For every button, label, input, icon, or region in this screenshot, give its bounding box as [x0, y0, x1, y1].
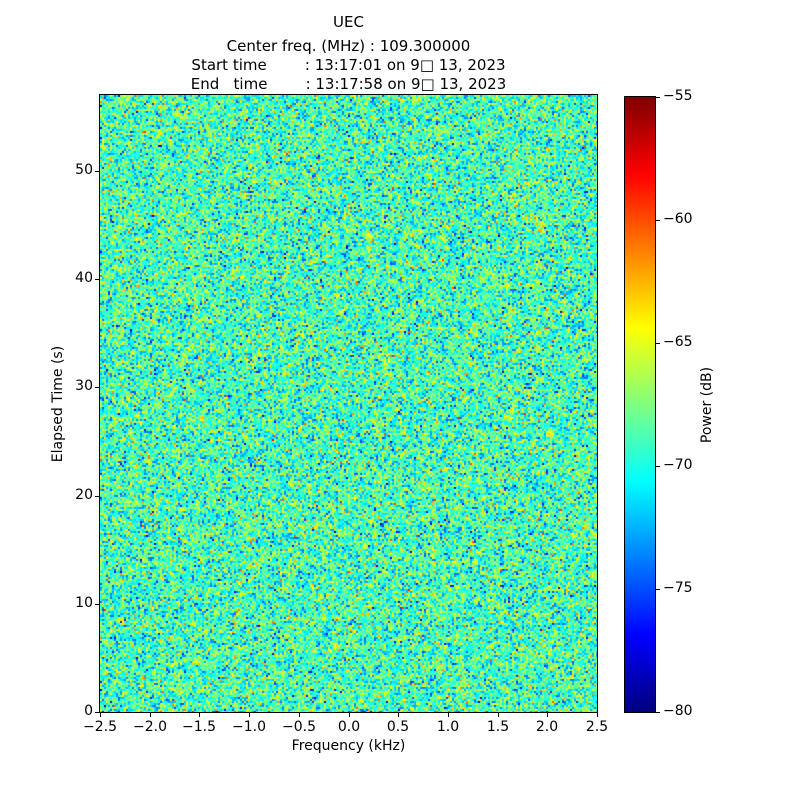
colorbar: [624, 96, 656, 713]
y-tick: [95, 171, 99, 172]
x-tick-label: 1.5: [486, 719, 510, 735]
colorbar-tick-label: −55: [663, 88, 693, 104]
colorbar-tick: [656, 466, 660, 467]
figure-title: UEC: [333, 13, 364, 31]
x-tick-label: −0.5: [282, 719, 316, 735]
colorbar-tick-label: −65: [663, 334, 693, 350]
x-tick-label: −1.0: [232, 719, 266, 735]
x-tick-label: −2.5: [83, 719, 117, 735]
y-tick-label: 50: [75, 162, 93, 178]
x-tick-label: 2.0: [535, 719, 559, 735]
y-tick-label: 20: [75, 487, 93, 503]
colorbar-tick-label: −80: [663, 703, 693, 719]
colorbar-tick: [656, 97, 660, 98]
y-tick: [95, 279, 99, 280]
x-tick-label: 1.0: [436, 719, 460, 735]
x-tick-label: 0.5: [386, 719, 410, 735]
y-tick: [95, 387, 99, 388]
plot-area: [99, 94, 598, 713]
x-tick: [547, 713, 548, 717]
colorbar-tick: [656, 712, 660, 713]
x-tick-label: 0.0: [337, 719, 361, 735]
center-frequency-text: Center freq. (MHz) : 109.300000: [226, 37, 471, 55]
x-tick: [299, 713, 300, 717]
colorbar-label: Power (dB): [699, 366, 715, 444]
spectrogram-heatmap: [100, 95, 597, 712]
x-tick-label: −1.5: [182, 719, 216, 735]
x-axis-label: Frequency (kHz): [291, 738, 406, 754]
y-tick-label: 30: [75, 378, 93, 394]
colorbar-tick: [656, 589, 660, 590]
y-tick-label: 0: [84, 703, 93, 719]
x-tick-label: 2.5: [585, 719, 609, 735]
y-tick: [95, 604, 99, 605]
x-tick: [249, 713, 250, 717]
x-tick: [398, 713, 399, 717]
colorbar-tick-label: −75: [663, 580, 693, 596]
colorbar-tick-label: −70: [663, 457, 693, 473]
y-tick-label: 10: [75, 595, 93, 611]
x-tick: [150, 713, 151, 717]
x-tick-label: −2.0: [133, 719, 167, 735]
colorbar-tick: [656, 343, 660, 344]
end-time-text: End time : 13:17:58 on 9□ 13, 2023: [190, 75, 507, 93]
x-tick: [597, 713, 598, 717]
y-tick: [95, 496, 99, 497]
x-tick: [100, 713, 101, 717]
x-tick: [349, 713, 350, 717]
colorbar-tick: [656, 220, 660, 221]
y-tick: [95, 712, 99, 713]
x-tick: [498, 713, 499, 717]
start-time-text: Start time : 13:17:01 on 9□ 13, 2023: [191, 56, 506, 74]
y-axis-label: Elapsed Time (s): [50, 345, 66, 463]
colorbar-tick-label: −60: [663, 211, 693, 227]
y-tick-label: 40: [75, 270, 93, 286]
x-tick: [448, 713, 449, 717]
x-tick: [199, 713, 200, 717]
